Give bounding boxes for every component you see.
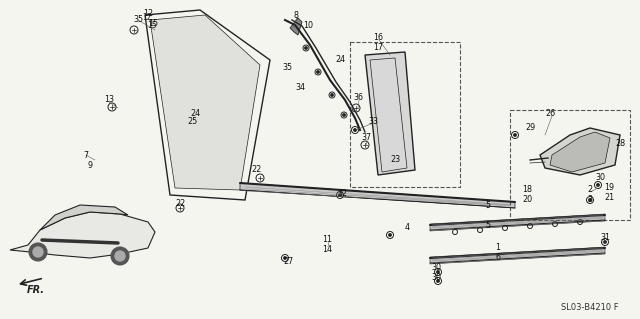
Bar [350,42,460,187]
Polygon shape [365,52,415,175]
Text: 11: 11 [322,235,332,244]
Text: 29: 29 [525,123,535,132]
Circle shape [111,247,129,265]
Text: 34: 34 [295,83,305,92]
Text: 25: 25 [187,117,197,127]
Circle shape [354,129,356,131]
Text: 1: 1 [495,243,500,253]
Text: 30: 30 [595,174,605,182]
Circle shape [514,134,516,136]
Circle shape [331,94,333,96]
Circle shape [339,194,341,196]
Text: 8: 8 [294,11,298,19]
Circle shape [284,257,286,259]
Circle shape [589,199,591,201]
Text: 20: 20 [522,196,532,204]
Text: 15: 15 [147,21,157,31]
Text: 32: 32 [337,189,347,197]
Text: 21: 21 [604,194,614,203]
Text: 16: 16 [373,33,383,42]
Text: 23: 23 [390,155,400,165]
Polygon shape [40,205,128,230]
Text: 19: 19 [604,183,614,192]
Text: 33: 33 [368,117,378,127]
Text: 12: 12 [143,10,153,19]
Text: 30: 30 [431,273,441,283]
Circle shape [343,114,345,116]
Circle shape [436,280,439,282]
Text: 5: 5 [485,202,491,211]
Polygon shape [540,128,620,175]
Circle shape [115,251,125,261]
Text: 9: 9 [88,160,93,169]
Text: 13: 13 [104,95,114,105]
Text: 10: 10 [303,21,313,31]
Text: 18: 18 [522,186,532,195]
Text: 17: 17 [373,43,383,53]
Circle shape [388,234,391,236]
Text: 24: 24 [190,108,200,117]
Text: 2: 2 [588,186,593,195]
Text: 24: 24 [335,56,345,64]
Polygon shape [10,212,155,258]
Polygon shape [290,18,302,35]
Circle shape [317,71,319,73]
Text: 5: 5 [485,220,491,229]
Bar [510,110,630,220]
Text: 15: 15 [148,19,158,27]
Text: 30: 30 [431,263,441,272]
Text: 37: 37 [361,133,371,143]
Text: 14: 14 [322,246,332,255]
Text: 6: 6 [495,254,500,263]
Text: 22: 22 [252,166,262,174]
Text: 36: 36 [353,93,363,102]
Text: 7: 7 [83,151,88,160]
Polygon shape [550,132,610,172]
Text: FR.: FR. [27,285,45,295]
Circle shape [604,241,606,243]
Text: 12: 12 [142,13,152,23]
Circle shape [294,27,296,29]
Circle shape [596,184,599,186]
Text: 22: 22 [175,198,185,207]
Text: 35: 35 [133,16,143,25]
Text: 26: 26 [545,108,555,117]
Polygon shape [150,15,260,190]
Circle shape [305,47,307,49]
Text: SL03-B4210 F: SL03-B4210 F [561,303,619,313]
Text: 4: 4 [404,224,410,233]
Text: 28: 28 [615,138,625,147]
Text: 27: 27 [283,257,293,266]
Text: 3: 3 [588,196,593,204]
Circle shape [436,271,439,273]
Polygon shape [430,247,605,264]
Polygon shape [430,214,605,231]
Circle shape [29,243,47,261]
Circle shape [33,247,43,257]
Polygon shape [240,183,515,208]
Text: 31: 31 [600,234,610,242]
Text: 35: 35 [282,63,292,72]
